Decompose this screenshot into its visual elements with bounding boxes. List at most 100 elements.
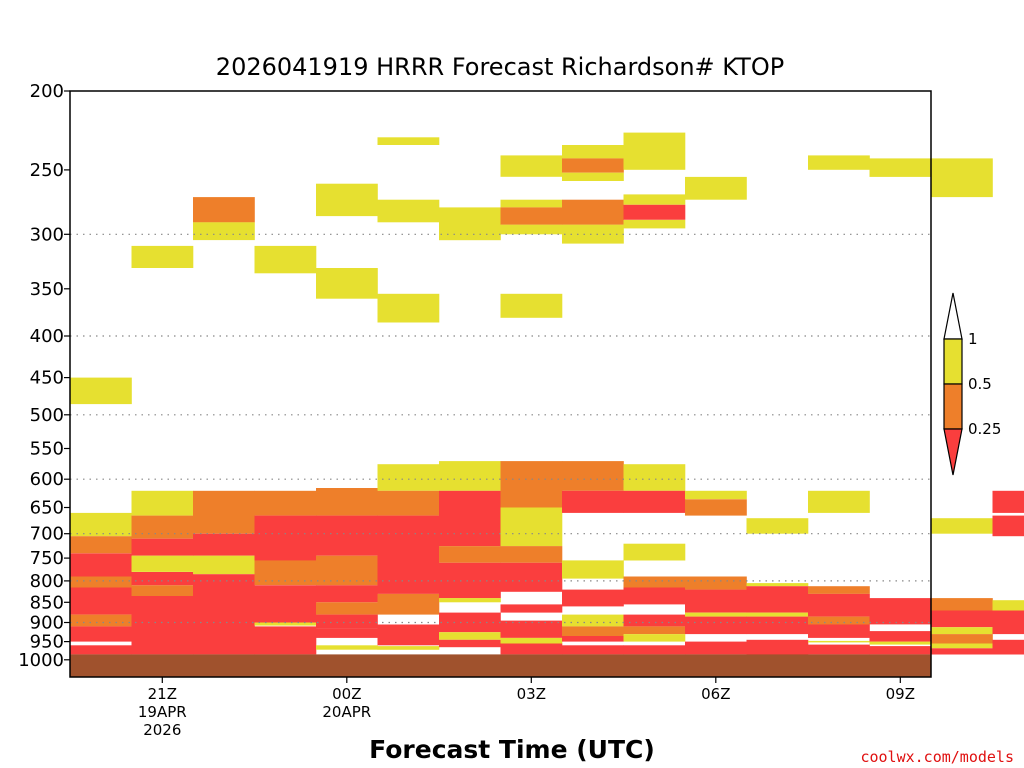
ri-cell — [685, 641, 747, 655]
ri-cell — [562, 614, 624, 627]
cells-layer — [70, 132, 1024, 655]
y-tick-label: 550 — [30, 439, 64, 460]
ri-cell — [439, 562, 501, 599]
ri-cell — [623, 204, 686, 220]
ri-cell — [70, 626, 132, 642]
ri-cell — [562, 490, 624, 513]
ri-cell — [931, 634, 993, 644]
ri-cell — [623, 464, 686, 491]
ri-cell — [500, 293, 563, 318]
chart-title: 2026041919 HRRR Forecast Richardson# KTO… — [216, 53, 784, 81]
colorbar-bin — [943, 338, 963, 385]
ri-cell — [131, 572, 194, 586]
ri-cell — [377, 137, 440, 145]
ri-cell — [377, 464, 440, 491]
ri-cell — [746, 612, 809, 617]
ri-cell — [316, 183, 378, 217]
x-tick-label: 20APR — [322, 703, 371, 721]
ri-cell — [70, 377, 132, 405]
ri-cell — [931, 648, 993, 655]
ri-cell — [746, 583, 809, 587]
ri-cell — [500, 620, 563, 638]
ri-cell — [254, 515, 317, 561]
ri-cell — [623, 543, 686, 561]
ri-cell — [439, 632, 501, 640]
x-tick-label: 03Z — [517, 685, 546, 703]
colorbar-tick-label: 1 — [968, 330, 978, 348]
ri-cell — [992, 600, 1024, 611]
ri-cell — [377, 490, 440, 516]
ri-cell — [70, 576, 132, 588]
ri-cell — [193, 222, 255, 241]
ri-cell — [377, 293, 440, 323]
ri-cell — [562, 158, 624, 173]
ri-cell — [316, 268, 378, 299]
ri-cell — [316, 614, 378, 629]
ri-cell — [808, 490, 870, 513]
ri-cell — [439, 546, 501, 563]
ri-cell — [377, 199, 440, 223]
ri-cell — [193, 574, 255, 655]
ri-cell — [746, 639, 809, 655]
ri-cell — [500, 637, 563, 644]
y-tick-label: 700 — [30, 524, 64, 545]
ri-cell — [623, 490, 686, 513]
ri-cell — [254, 622, 317, 626]
ri-cell — [808, 155, 870, 170]
y-tick-label: 1000 — [18, 650, 64, 671]
x-tick-label: 19APR — [138, 703, 187, 721]
ri-cell — [439, 461, 501, 491]
ri-cell — [931, 643, 993, 649]
ri-cell — [131, 538, 194, 556]
ri-cell — [500, 546, 563, 563]
ri-cell — [316, 515, 378, 556]
x-axis-label: Forecast Time (UTC) — [369, 735, 655, 764]
ri-cell — [808, 640, 870, 643]
ri-cell — [70, 645, 132, 655]
x-tick-label: 09Z — [886, 685, 915, 703]
y-tick-label: 200 — [30, 81, 64, 102]
ri-cell — [70, 536, 132, 554]
colorbar-bin — [943, 292, 963, 340]
x-tick-label: 2026 — [143, 721, 181, 739]
ri-cell — [439, 490, 501, 547]
ri-cell — [623, 587, 686, 605]
y-tick-label: 400 — [30, 326, 64, 347]
y-tick-label: 450 — [30, 368, 64, 389]
ri-cell — [254, 245, 317, 274]
ri-cell — [746, 518, 809, 534]
ri-cell — [685, 616, 747, 635]
ri-cell — [439, 639, 501, 648]
ri-cell — [562, 199, 624, 225]
ri-cell — [193, 197, 255, 223]
ri-cell — [992, 610, 1024, 635]
ri-cell — [562, 560, 624, 579]
ri-cell — [808, 593, 870, 617]
ri-cell — [623, 634, 686, 642]
ri-cell — [439, 598, 501, 603]
ri-cell — [623, 132, 686, 170]
ri-cell — [254, 585, 317, 623]
y-tick-label: 800 — [30, 571, 64, 592]
ri-cell — [562, 589, 624, 607]
y-tick-label: 900 — [30, 613, 64, 634]
ri-cell — [439, 207, 501, 241]
ri-cell — [500, 199, 563, 208]
y-tick-label: 750 — [30, 548, 64, 569]
ri-cell — [931, 627, 993, 635]
ri-cell — [193, 533, 255, 556]
x-tick-label: 00Z — [332, 685, 361, 703]
ri-cell — [500, 507, 563, 547]
ri-cell — [685, 589, 747, 613]
ri-cell — [316, 555, 378, 586]
ri-cell — [131, 596, 194, 655]
ri-cell — [623, 626, 686, 635]
ri-cell — [808, 586, 870, 594]
ri-cell — [931, 598, 993, 611]
ri-cell — [746, 616, 809, 635]
ri-cell — [869, 641, 932, 645]
ri-cell — [623, 194, 686, 205]
ri-cell — [316, 488, 378, 516]
ri-cell — [131, 555, 194, 572]
ri-cell — [316, 645, 378, 650]
